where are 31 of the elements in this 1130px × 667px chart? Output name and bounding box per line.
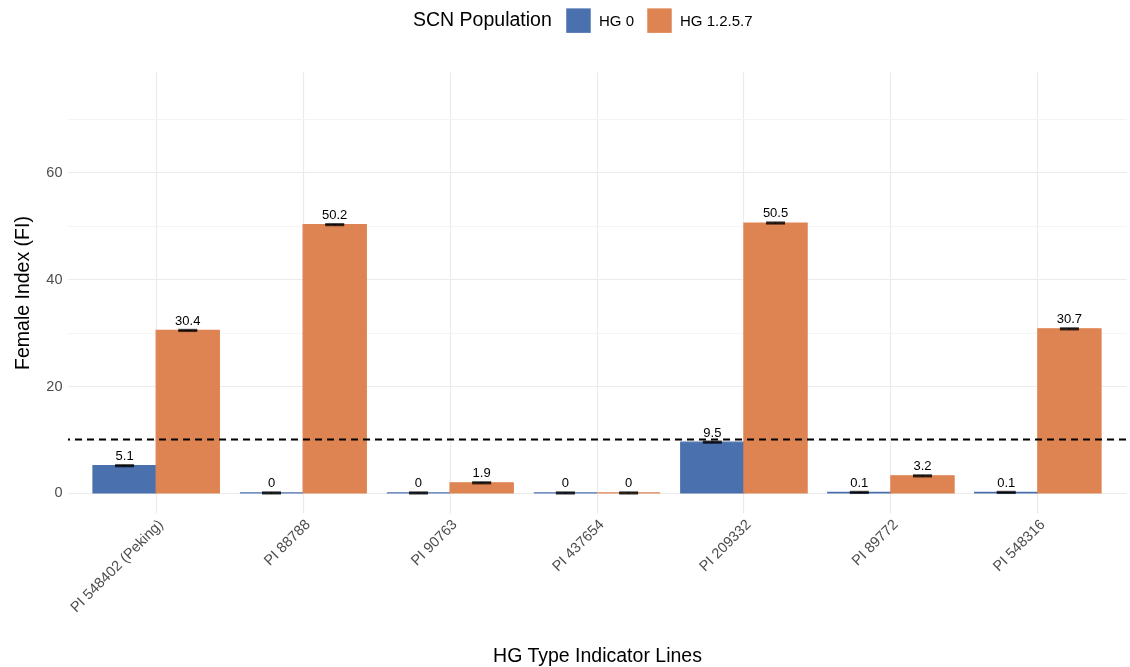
y-tick-label: 40 <box>46 270 63 287</box>
bar <box>743 222 808 494</box>
legend-title: SCN Population <box>413 8 552 30</box>
data-label: 1.9 <box>472 465 491 481</box>
bar <box>449 482 514 494</box>
y-tick-label: 20 <box>46 377 63 394</box>
bar <box>92 465 157 494</box>
data-label: 30.4 <box>175 312 201 328</box>
legend-label: HG 1.2.5.7 <box>680 11 753 29</box>
data-label: 50.5 <box>762 205 789 221</box>
legend-label: HG 0 <box>599 11 635 29</box>
y-axis-title: Female Index (FI) <box>10 216 33 370</box>
bar <box>680 441 745 494</box>
bar <box>155 329 220 494</box>
data-label: 5.1 <box>115 448 134 464</box>
data-label: 0 <box>414 475 423 491</box>
data-label: 0 <box>624 475 633 491</box>
data-label: 0 <box>561 475 570 491</box>
data-label: 0.1 <box>997 474 1016 490</box>
y-tick-label: 60 <box>46 163 63 180</box>
data-label: 50.2 <box>322 207 348 223</box>
data-label: 0.1 <box>850 474 869 490</box>
bar <box>890 475 955 494</box>
data-label: 9.5 <box>703 424 722 440</box>
y-tick-label: 0 <box>54 484 63 501</box>
x-axis-title: HG Type Indicator Lines <box>493 643 703 666</box>
bar <box>1037 328 1102 494</box>
data-label: 0 <box>267 475 276 491</box>
data-label: 30.7 <box>1056 311 1083 327</box>
bar <box>302 224 367 494</box>
data-label: 3.2 <box>913 458 932 474</box>
